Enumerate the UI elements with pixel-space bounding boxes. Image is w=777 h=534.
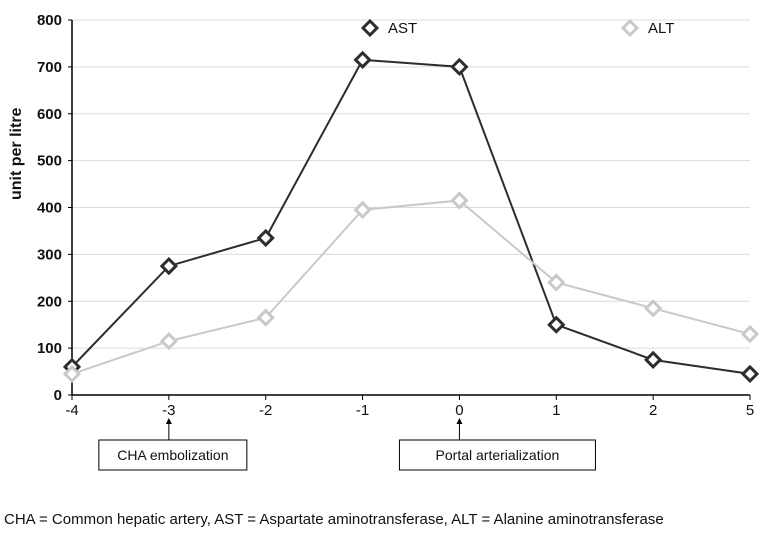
svg-text:AST: AST — [388, 20, 417, 37]
svg-text:5: 5 — [746, 402, 754, 419]
svg-text:600: 600 — [37, 106, 62, 123]
svg-text:-1: -1 — [356, 402, 369, 419]
svg-text:700: 700 — [37, 59, 62, 76]
svg-text:-4: -4 — [65, 402, 78, 419]
svg-text:500: 500 — [37, 153, 62, 170]
svg-text:-2: -2 — [259, 402, 272, 419]
svg-text:0: 0 — [54, 387, 62, 404]
svg-text:1: 1 — [552, 402, 560, 419]
svg-text:800: 800 — [37, 12, 62, 29]
svg-text:400: 400 — [37, 200, 62, 217]
svg-text:2: 2 — [649, 402, 657, 419]
line-chart: 0 100 200 300 400 500 600 700 800 -4 -3 -2 -1 0 1 2 5 AST… — [0, 0, 777, 500]
svg-text:-3: -3 — [162, 402, 175, 419]
footnote-text: CHA = Common hepatic artery, AST = Aspar… — [0, 511, 777, 528]
svg-text:100: 100 — [37, 340, 62, 357]
svg-text:0: 0 — [455, 402, 463, 419]
svg-text:ALT: ALT — [648, 20, 674, 37]
y-axis-label: unit per litre — [8, 108, 26, 200]
svg-text:Portal arterialization: Portal arterialization — [436, 447, 560, 463]
svg-text:200: 200 — [37, 293, 62, 310]
chart-container: unit per litre 0 100 200 300 400 500 600 700 800… — [0, 0, 777, 534]
svg-text:300: 300 — [37, 246, 62, 263]
svg-text:CHA embolization: CHA embolization — [117, 447, 228, 463]
